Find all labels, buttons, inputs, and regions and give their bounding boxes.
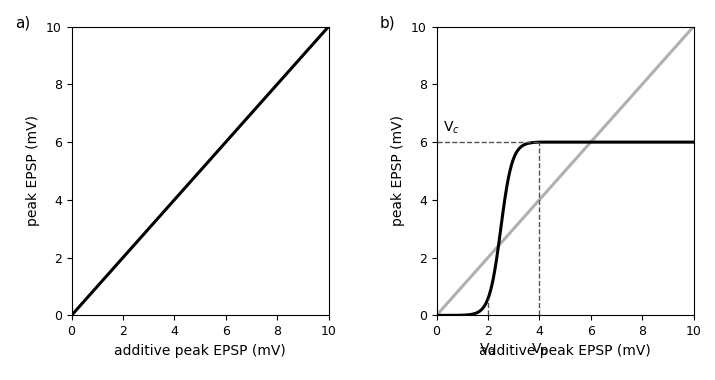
Text: a): a) — [15, 15, 30, 30]
X-axis label: additive peak EPSP (mV): additive peak EPSP (mV) — [479, 344, 651, 358]
Text: V$_a$: V$_a$ — [480, 341, 496, 358]
Text: V$_b$: V$_b$ — [531, 341, 548, 358]
Y-axis label: peak EPSP (mV): peak EPSP (mV) — [391, 116, 405, 226]
Text: V$_c$: V$_c$ — [443, 120, 460, 136]
Y-axis label: peak EPSP (mV): peak EPSP (mV) — [26, 116, 40, 226]
Text: b): b) — [380, 15, 395, 30]
X-axis label: additive peak EPSP (mV): additive peak EPSP (mV) — [114, 344, 286, 358]
